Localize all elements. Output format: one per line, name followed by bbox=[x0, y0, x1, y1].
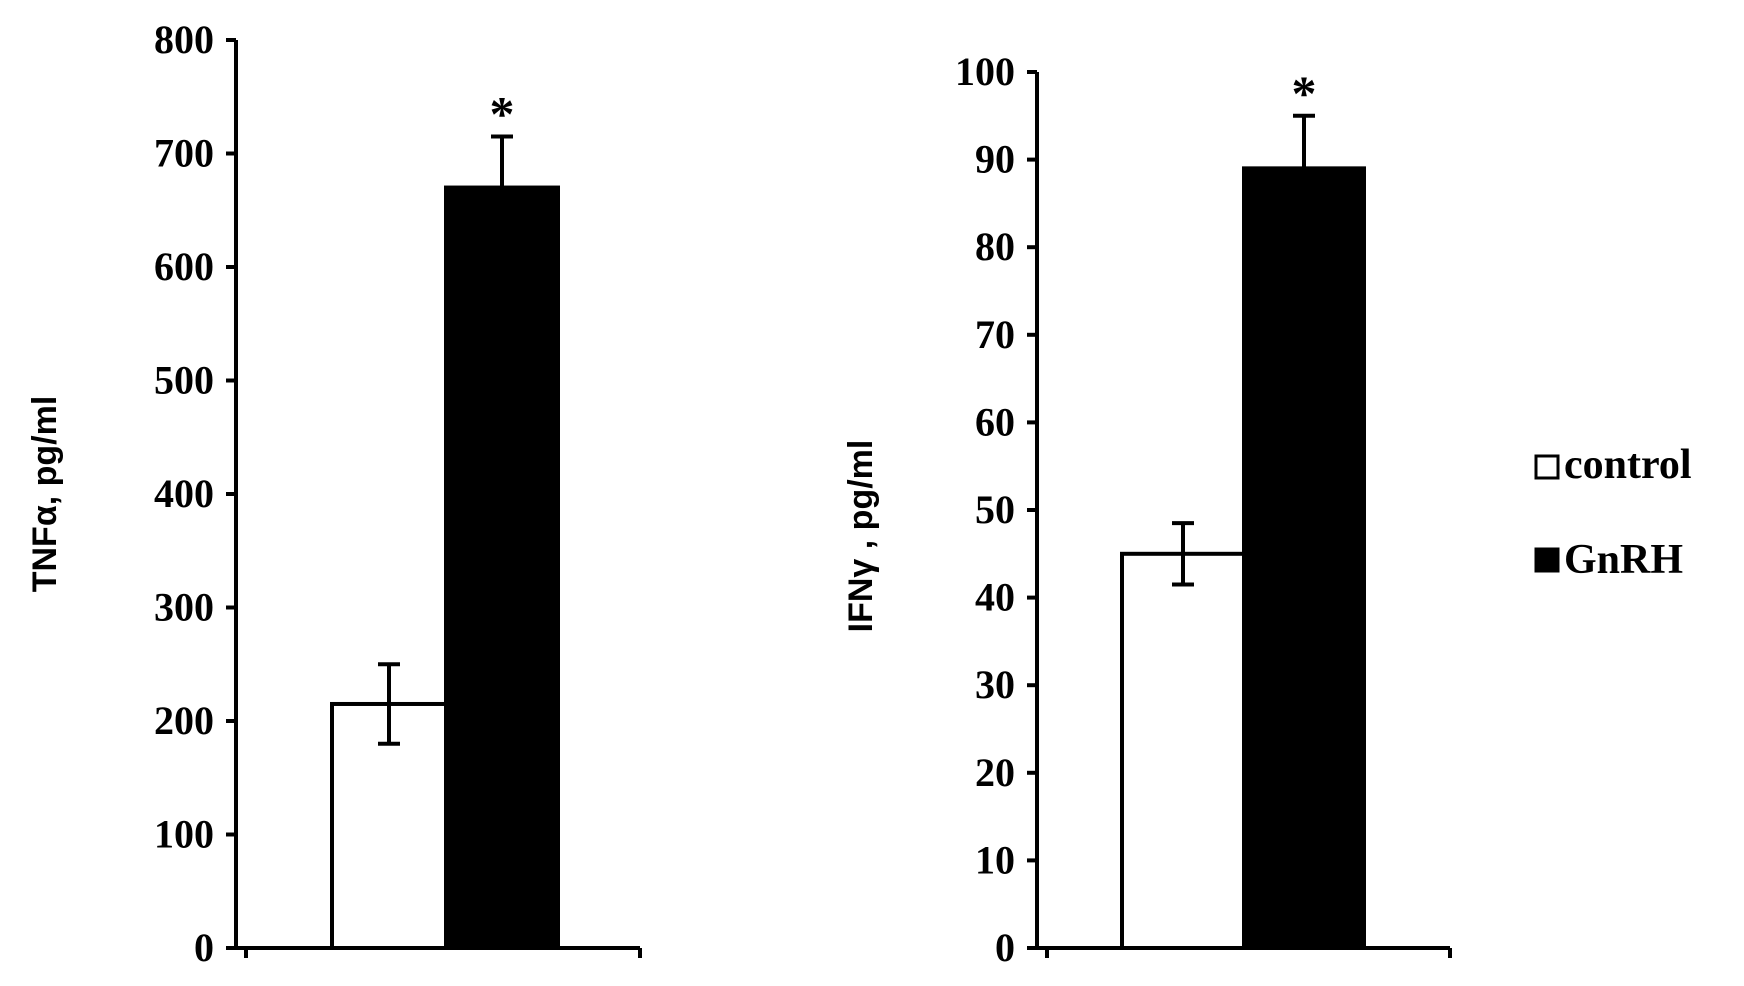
legend-item-control: control bbox=[1534, 442, 1692, 488]
y-tick-label-ifn-50: 50 bbox=[975, 487, 1015, 532]
bar-tnf-gnrh bbox=[444, 185, 560, 951]
legend: control GnRH bbox=[1534, 442, 1692, 583]
ifn-gamma-chart: * 0 10 20 30 40 50 60 70 80 90 100 IFNγ , pg/ml bbox=[842, 49, 1452, 970]
y-tick-label-ifn-90: 90 bbox=[975, 137, 1015, 182]
y-tick-label-tnf-400: 400 bbox=[154, 471, 214, 516]
y-tick-label-ifn-100: 100 bbox=[955, 49, 1015, 94]
y-tick-label-ifn-40: 40 bbox=[975, 575, 1015, 620]
y-tick-label-tnf-0: 0 bbox=[194, 925, 214, 970]
tnf-alpha-chart: * 0 100 200 300 400 500 600 700 800 TNFα, pg/ml bbox=[26, 17, 642, 970]
y-tick-label-tnf-300: 300 bbox=[154, 585, 214, 630]
legend-label-gnrh: GnRH bbox=[1564, 537, 1683, 583]
legend-item-gnrh: GnRH bbox=[1534, 537, 1683, 583]
y-tick-label-tnf-200: 200 bbox=[154, 698, 214, 743]
bar-ifn-gnrh bbox=[1242, 166, 1366, 951]
y-tick-label-ifn-10: 10 bbox=[975, 837, 1015, 882]
bar-ifn-control bbox=[1120, 551, 1246, 950]
y-tick-label-tnf-600: 600 bbox=[154, 244, 214, 289]
y-tick-label-ifn-30: 30 bbox=[975, 662, 1015, 707]
y-axis-label-tnf: TNFα, pg/ml bbox=[26, 396, 64, 593]
significance-star-ifn: * bbox=[1292, 65, 1317, 121]
y-tick-label-ifn-0: 0 bbox=[995, 925, 1015, 970]
legend-label-control: control bbox=[1564, 442, 1692, 488]
y-axis-label-ifn: IFNγ , pg/ml bbox=[842, 440, 880, 633]
significance-star-tnf: * bbox=[490, 85, 515, 141]
y-tick-label-ifn-80: 80 bbox=[975, 224, 1015, 269]
y-tick-label-ifn-60: 60 bbox=[975, 399, 1015, 444]
y-tick-label-tnf-500: 500 bbox=[154, 358, 214, 403]
y-tick-label-ifn-70: 70 bbox=[975, 312, 1015, 357]
y-tick-label-ifn-20: 20 bbox=[975, 750, 1015, 795]
legend-swatch-gnrh bbox=[1534, 547, 1560, 573]
legend-swatch-control bbox=[1534, 454, 1560, 480]
y-tick-label-tnf-700: 700 bbox=[154, 131, 214, 176]
y-tick-label-tnf-100: 100 bbox=[154, 812, 214, 857]
y-tick-label-tnf-800: 800 bbox=[154, 17, 214, 62]
